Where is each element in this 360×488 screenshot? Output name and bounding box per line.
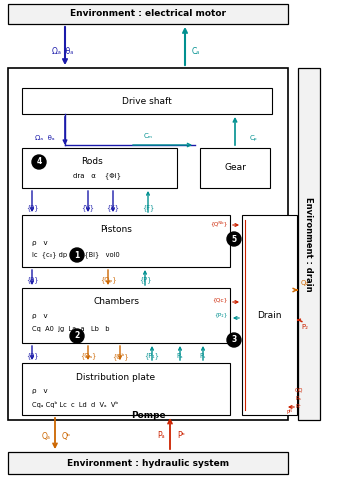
Text: {Qᴄ}: {Qᴄ} (213, 298, 228, 303)
Bar (200, 148, 270, 188)
Text: {θ}: {θ} (26, 353, 38, 359)
Text: Cₚ: Cₚ (250, 135, 258, 141)
Text: Pistons: Pistons (100, 224, 132, 233)
Text: Ωₐ  θₐ: Ωₐ θₐ (35, 135, 55, 141)
Text: {P₂}: {P₂} (215, 312, 228, 318)
Text: Environment : drain: Environment : drain (305, 197, 314, 291)
Text: P₂: P₂ (302, 324, 309, 330)
Text: 5: 5 (231, 235, 237, 244)
Bar (22, 288, 230, 343)
Text: Ωₐ  θₐ: Ωₐ θₐ (52, 47, 73, 57)
Text: {Qₚ}: {Qₚ} (100, 277, 116, 284)
Text: Pᵇ: Pᵇ (177, 431, 185, 441)
Bar (22, 88, 272, 114)
Text: lc  {c₀} dp  Ap  {Bi}   vol0: lc {c₀} dp Ap {Bi} vol0 (32, 252, 120, 258)
Text: Cₘ: Cₘ (143, 133, 153, 139)
Text: {V}: {V} (81, 204, 94, 211)
Bar (8, 4, 288, 24)
Text: {θ}: {θ} (26, 277, 38, 284)
Text: 3: 3 (231, 336, 237, 345)
Text: {X}: {X} (107, 204, 120, 211)
Bar (22, 148, 177, 188)
Text: QQ: QQ (295, 387, 303, 392)
Text: Drain: Drain (257, 310, 282, 320)
Text: Q₂: Q₂ (301, 280, 309, 286)
Circle shape (70, 329, 84, 343)
Text: {Qᴺᵇ}: {Qᴺᵇ} (211, 220, 228, 226)
Text: Qᵇ: Qᵇ (62, 431, 71, 441)
Text: {Qᵇ}: {Qᵇ} (112, 352, 128, 360)
Circle shape (227, 232, 241, 246)
Text: 4: 4 (36, 158, 42, 166)
Text: Cₐ: Cₐ (192, 47, 200, 57)
Text: {P₁}: {P₁} (144, 353, 159, 359)
Text: Pᴺ: Pᴺ (286, 410, 292, 415)
Circle shape (227, 333, 241, 347)
Text: 2: 2 (75, 331, 80, 341)
Text: Distribution plate: Distribution plate (76, 372, 156, 382)
Bar (298, 68, 320, 420)
Text: {F}: {F} (142, 204, 154, 211)
Text: dra   α    {Φi}: dra α {Φi} (73, 173, 121, 180)
Text: ρ   v: ρ v (32, 240, 48, 246)
Text: Gear: Gear (224, 163, 246, 172)
Text: Pompe: Pompe (131, 411, 165, 421)
Text: {Qₐ}: {Qₐ} (80, 353, 96, 359)
Text: 1: 1 (75, 250, 80, 260)
Text: Rᵇ: Rᵇ (295, 404, 301, 408)
Text: Qₐ: Qₐ (42, 431, 51, 441)
Text: Pₐ: Pₐ (157, 431, 165, 441)
Text: Rods: Rods (81, 157, 103, 165)
Bar (22, 215, 230, 267)
Text: {P}: {P} (139, 277, 151, 284)
Text: {θ}: {θ} (26, 204, 38, 211)
Text: Pₛ: Pₛ (200, 353, 206, 359)
Bar (8, 68, 288, 420)
Text: Cqₐ Cqᵇ Lc  c  Ld  d  Vₐ  Vᵇ: Cqₐ Cqᵇ Lc c Ld d Vₐ Vᵇ (32, 401, 118, 407)
Text: Drive shaft: Drive shaft (122, 97, 172, 105)
Text: Environment : hydraulic system: Environment : hydraulic system (67, 459, 229, 468)
Bar (22, 363, 230, 415)
Text: ρ   v: ρ v (32, 388, 48, 394)
Text: Pₐ: Pₐ (177, 353, 183, 359)
Bar (242, 215, 297, 415)
Text: Chambers: Chambers (93, 298, 139, 306)
Text: ρ   v: ρ v (32, 313, 48, 319)
Text: Environment : electrical motor: Environment : electrical motor (70, 9, 226, 19)
Circle shape (70, 248, 84, 262)
Bar (8, 452, 288, 474)
Text: Rₐ: Rₐ (295, 395, 301, 401)
Text: Cq  A0  jg  La  a   Lb   b: Cq A0 jg La a Lb b (32, 326, 109, 332)
Circle shape (32, 155, 46, 169)
